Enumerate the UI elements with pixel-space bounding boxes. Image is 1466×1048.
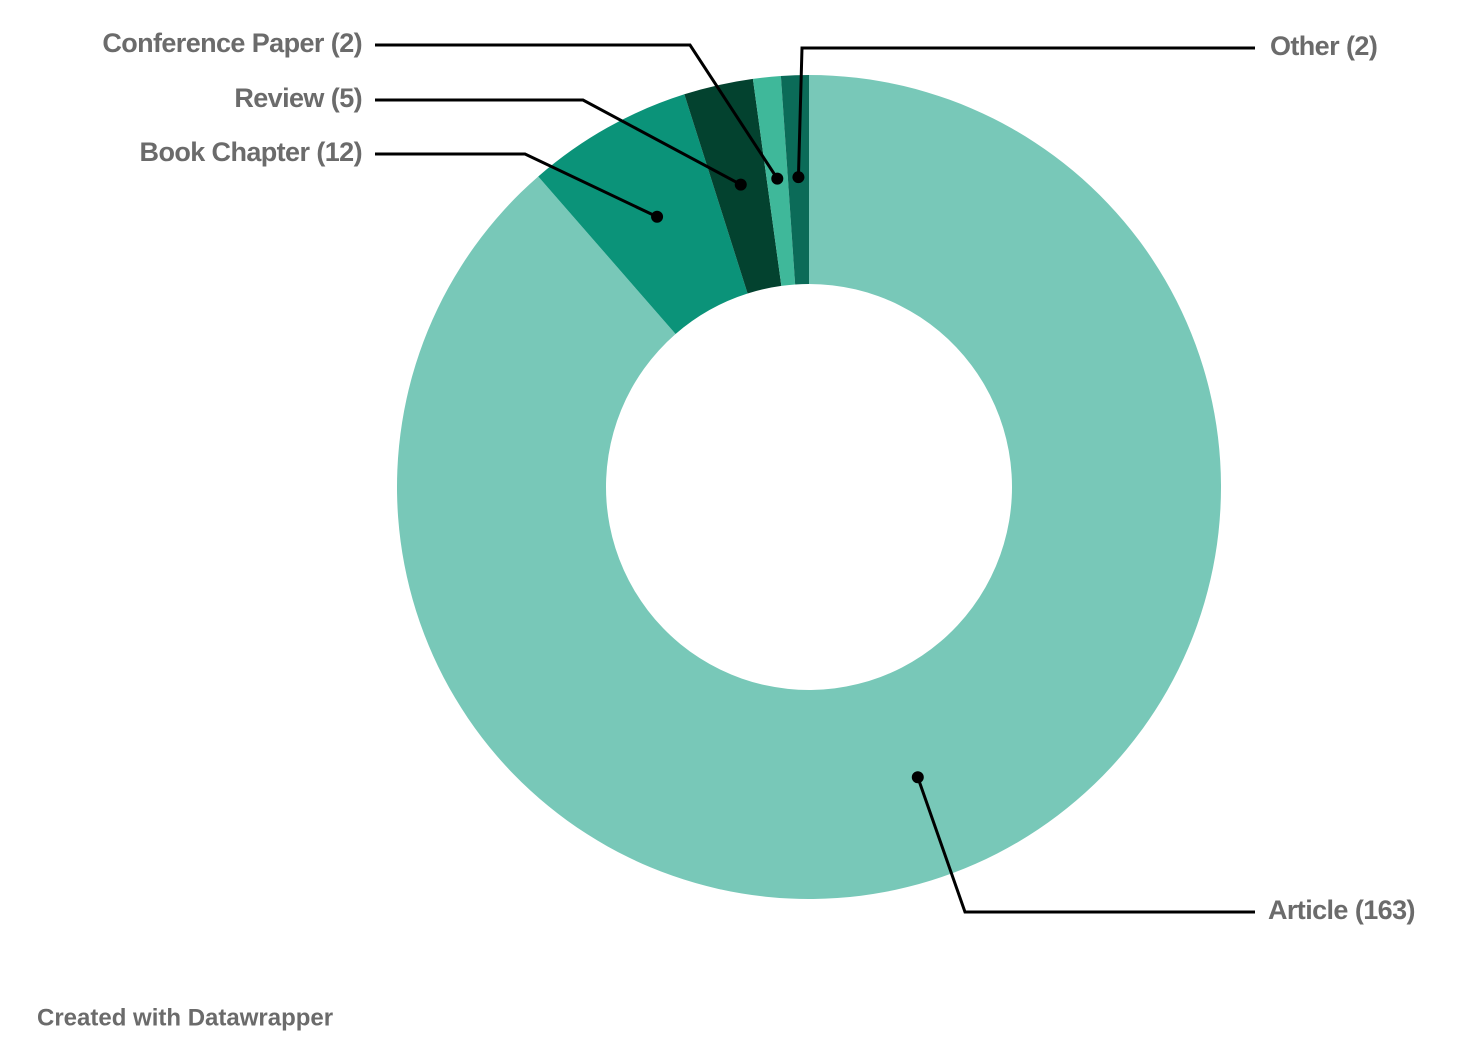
leader-line <box>916 776 1255 914</box>
value-label: (2) <box>1346 31 1377 61</box>
credit: Created with Datawrapper <box>37 1004 333 1031</box>
category-label: Article <box>1268 895 1348 925</box>
slice <box>396 75 1222 899</box>
category-label: Book Chapter <box>140 137 311 167</box>
value-label: (5) <box>331 83 362 113</box>
leader-dot <box>651 210 664 223</box>
slice-label: Article (163) <box>1268 895 1415 925</box>
leader-dot <box>911 771 924 784</box>
slice <box>538 94 748 334</box>
leader-line <box>375 98 742 186</box>
leader-line <box>796 46 1255 178</box>
slice <box>684 78 782 294</box>
labels: Article (163)Book Chapter (12)Review (5)Con… <box>102 28 1415 925</box>
value-label: (2) <box>331 28 362 58</box>
leader-dot <box>771 172 784 185</box>
leader-dot <box>734 178 747 191</box>
slice-label: Book Chapter (12) <box>140 137 362 167</box>
category-label: Review <box>234 83 325 113</box>
value-label: (12) <box>316 137 362 167</box>
leader-dot <box>792 171 805 184</box>
slice-label: Other (2) <box>1270 31 1377 61</box>
slice-label: Conference Paper (2) <box>102 28 362 58</box>
leader-line <box>375 43 779 180</box>
value-label: (163) <box>1355 895 1415 925</box>
donut <box>396 75 1222 899</box>
category-label: Other <box>1270 31 1340 61</box>
slice-label: Review (5) <box>234 83 362 113</box>
category-label: Conference Paper <box>102 28 325 58</box>
leader-line <box>375 152 658 219</box>
